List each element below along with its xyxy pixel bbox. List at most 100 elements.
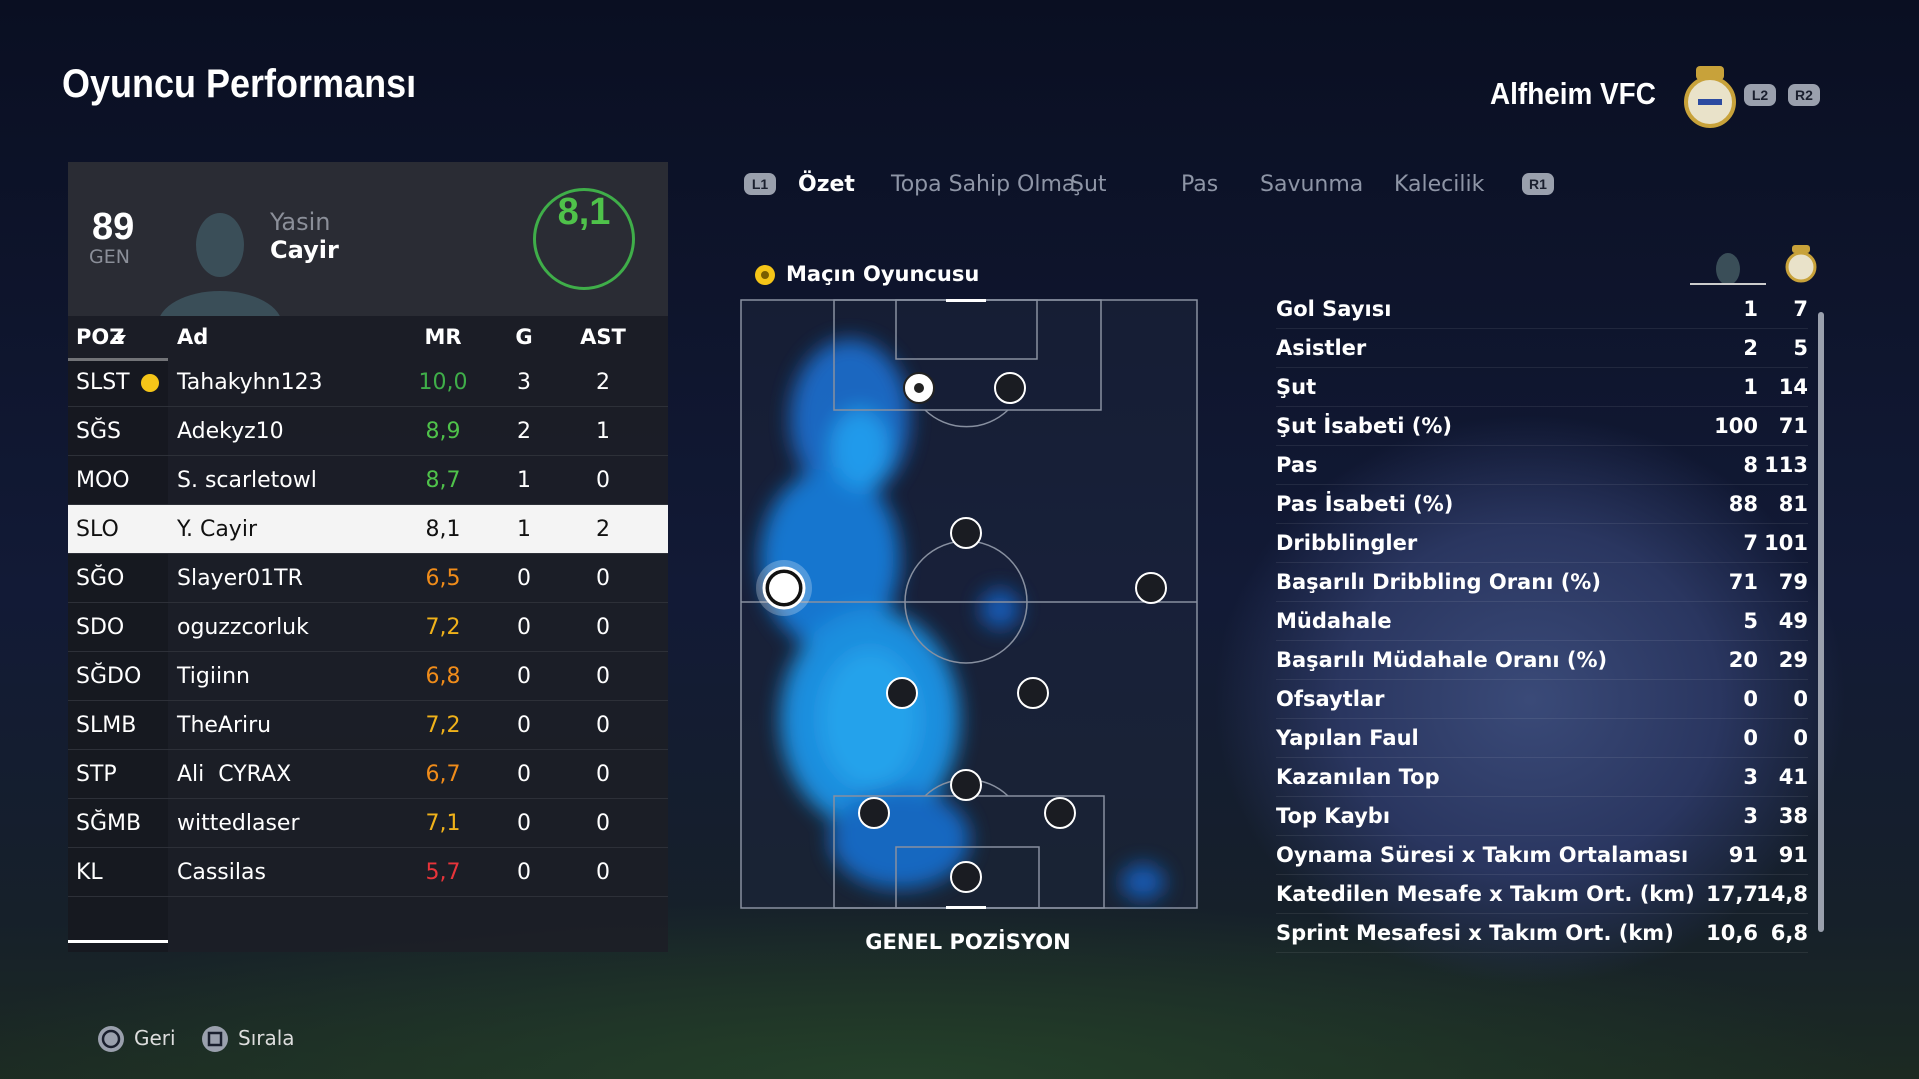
stat-label: Katedilen Mesafe x Takım Ort. (km) <box>1276 882 1695 906</box>
stat-row: Asistler 2 5 <box>1276 329 1808 368</box>
team-value: 81 <box>1778 492 1808 516</box>
table-row[interactable]: KL Cassilas 5,7 0 0 <box>68 848 668 897</box>
team-value: 71 <box>1778 414 1808 438</box>
team-value: 41 <box>1778 765 1808 789</box>
stat-label: Kazanılan Top <box>1276 765 1440 789</box>
stat-label: Şut <box>1276 375 1317 399</box>
player-name: Tahakyhn123 <box>177 370 323 395</box>
tab[interactable]: Özet <box>798 172 855 197</box>
stat-label: Müdahale <box>1276 609 1392 633</box>
tab[interactable]: Topa Sahip Olma <box>891 172 1076 197</box>
assists: 2 <box>596 517 610 542</box>
table-row[interactable]: SLMB TheAriru 7,2 0 0 <box>68 701 668 750</box>
team-value: 14 <box>1778 375 1808 399</box>
stat-row: Yapılan Faul 0 0 <box>1276 719 1808 758</box>
overall: 89 <box>92 206 135 248</box>
r1-button[interactable]: R1 <box>1522 173 1554 195</box>
l1-button[interactable]: L1 <box>744 173 776 195</box>
goals: 0 <box>517 811 531 836</box>
player-value: 100 <box>1714 414 1758 438</box>
player-silhouette <box>160 213 280 316</box>
tab[interactable]: Pas <box>1181 172 1219 197</box>
table-row[interactable]: SDO oguzzcorluk 7,2 0 0 <box>68 603 668 652</box>
goals: 1 <box>517 468 531 493</box>
assists: 0 <box>596 468 610 493</box>
table-row[interactable]: STP Ali CYRAX 6,7 0 0 <box>68 750 668 799</box>
stat-label: Şut İsabeti (%) <box>1276 414 1452 438</box>
stats-header-icons <box>1690 245 1817 285</box>
square-button[interactable] <box>200 1024 230 1054</box>
sort-label[interactable]: Sırala <box>238 1026 295 1050</box>
table-row[interactable]: MOO S. scarletowl 8,7 1 0 <box>68 456 668 505</box>
club-crest <box>1684 66 1736 128</box>
stat-label: Asistler <box>1276 336 1367 360</box>
team-value: 0 <box>1793 726 1808 750</box>
table-row[interactable]: SLO Y. Cayir 8,1 1 2 <box>68 505 668 554</box>
stat-row: Başarılı Müdahale Oranı (%) 20 29 <box>1276 641 1808 680</box>
player-value: 17,7 <box>1706 882 1758 906</box>
table-row[interactable]: SĞO Slayer01TR 6,5 0 0 <box>68 554 668 603</box>
stat-row: Dribblingler 7 101 <box>1276 524 1808 563</box>
match-rating: 8,7 <box>425 468 461 493</box>
player-value: 71 <box>1728 570 1758 594</box>
last-name: Cayir <box>270 236 339 264</box>
player-name: TheAriru <box>177 713 272 738</box>
goals: 0 <box>517 713 531 738</box>
tab[interactable]: Kalecilik <box>1394 172 1485 197</box>
goals: 3 <box>517 370 531 395</box>
overall-label: GEN <box>89 246 130 268</box>
player-value: 10,6 <box>1706 921 1758 945</box>
match-rating: 7,2 <box>425 713 461 738</box>
assists: 0 <box>596 566 610 591</box>
team-value: 14,8 <box>1756 882 1808 906</box>
column-header: G <box>515 325 533 349</box>
match-rating: 5,7 <box>425 860 461 885</box>
team-name: Alfheim VFC <box>1490 76 1656 111</box>
goals: 0 <box>517 615 531 640</box>
stat-label: Gol Sayısı <box>1276 297 1392 321</box>
match-rating: 7,2 <box>425 615 461 640</box>
team-value: 5 <box>1793 336 1808 360</box>
goals: 0 <box>517 762 531 787</box>
player-name: Adekyz10 <box>177 419 284 444</box>
tab[interactable]: Şut <box>1070 172 1107 197</box>
player-name: Tigiinn <box>177 664 250 689</box>
team-value: 29 <box>1778 648 1808 672</box>
team-value: 101 <box>1764 531 1808 555</box>
tab[interactable]: Savunma <box>1260 172 1364 197</box>
team-value: 49 <box>1778 609 1808 633</box>
column-header: Ad <box>177 325 209 349</box>
pitch-caption: GENEL POZİSYON <box>865 930 1071 954</box>
stat-row: Oynama Süresi x Takım Ortalaması 91 91 <box>1276 836 1808 875</box>
column-header: MR <box>424 325 462 349</box>
stat-label: Yapılan Faul <box>1276 726 1419 750</box>
assists: 0 <box>596 713 610 738</box>
table-row[interactable]: SĞS Adekyz10 8,9 2 1 <box>68 407 668 456</box>
assists: 0 <box>596 615 610 640</box>
player-value: 1 <box>1743 375 1758 399</box>
table-row[interactable]: SĞMB wittedlaser 7,1 0 0 <box>68 799 668 848</box>
goals: 1 <box>517 517 531 542</box>
column-header: AST <box>580 325 626 349</box>
match-rating: 6,5 <box>425 566 461 591</box>
first-name: Yasin <box>270 208 331 236</box>
circle-button[interactable] <box>96 1024 126 1054</box>
team-value: 79 <box>1778 570 1808 594</box>
assists: 0 <box>596 664 610 689</box>
position: SDO <box>76 615 125 640</box>
table-row[interactable]: SĞDO Tigiinn 6,8 0 0 <box>68 652 668 701</box>
match-rating: 10,0 <box>418 370 468 395</box>
r2-button[interactable]: R2 <box>1788 84 1820 106</box>
page-title: Oyuncu Performansı <box>62 62 417 106</box>
l2-button[interactable]: L2 <box>1744 84 1776 106</box>
table-row[interactable]: SLST Tahakyhn123 10,0 3 2 <box>68 358 668 407</box>
player-name: Ali CYRAX <box>177 762 292 787</box>
back-label[interactable]: Geri <box>134 1026 176 1050</box>
stat-row: Katedilen Mesafe x Takım Ort. (km) 17,7 14… <box>1276 875 1808 914</box>
goals: 0 <box>517 664 531 689</box>
position: SĞDO <box>76 664 142 689</box>
assists: 0 <box>596 811 610 836</box>
assists: 0 <box>596 762 610 787</box>
match-rating: 7,1 <box>425 811 461 836</box>
position: SĞO <box>76 566 125 591</box>
